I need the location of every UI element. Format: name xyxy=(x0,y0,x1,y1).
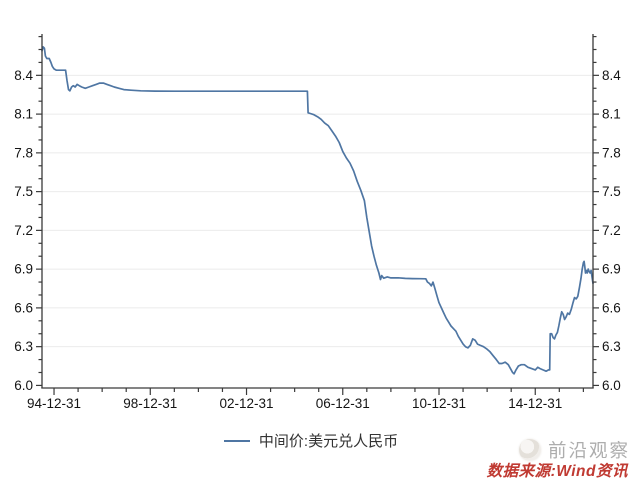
data-source-text: 数据来源:Wind资讯 xyxy=(486,463,628,479)
x-axis-label: 02-12-31 xyxy=(219,396,273,411)
y-axis-label-right: 8.4 xyxy=(602,68,621,83)
y-axis-label-right: 6.3 xyxy=(602,339,621,354)
y-axis-label-right: 7.8 xyxy=(602,145,621,160)
y-axis-label-left: 7.2 xyxy=(14,223,33,238)
y-axis-label-left: 7.8 xyxy=(14,145,33,160)
y-axis-label-right: 6.6 xyxy=(602,300,621,315)
y-axis-label-left: 8.1 xyxy=(14,107,33,122)
x-axis-label: 94-12-31 xyxy=(27,396,81,411)
x-axis-label: 98-12-31 xyxy=(123,396,177,411)
x-axis-label: 06-12-31 xyxy=(316,396,370,411)
brand-watermark: 前沿观察 xyxy=(518,437,630,463)
y-axis-label-right: 8.1 xyxy=(602,107,621,122)
legend-line-swatch xyxy=(223,439,250,442)
x-axis-label: 10-12-31 xyxy=(412,396,466,411)
y-axis-label-right: 7.5 xyxy=(602,184,621,199)
y-axis-label-right: 7.2 xyxy=(602,223,621,238)
legend-label: 中间价:美元兑人民币 xyxy=(258,433,399,450)
brand-name-text: 前沿观察 xyxy=(547,440,630,461)
y-axis-label-left: 6.9 xyxy=(14,262,33,277)
y-axis-label-left: 6.3 xyxy=(14,339,33,354)
chart-legend: 中间价:美元兑人民币 xyxy=(0,430,622,451)
x-axis-label: 14-12-31 xyxy=(508,396,562,411)
y-axis-label-right: 6.9 xyxy=(602,262,621,277)
y-axis-label-right: 6.0 xyxy=(602,378,621,393)
series-line xyxy=(41,46,594,375)
y-axis-label-left: 6.6 xyxy=(14,300,33,315)
y-axis-label-left: 8.4 xyxy=(14,68,33,83)
brand-logo-icon xyxy=(518,439,541,461)
y-axis-label-left: 7.5 xyxy=(14,184,33,199)
y-axis-label-left: 6.0 xyxy=(14,378,33,393)
